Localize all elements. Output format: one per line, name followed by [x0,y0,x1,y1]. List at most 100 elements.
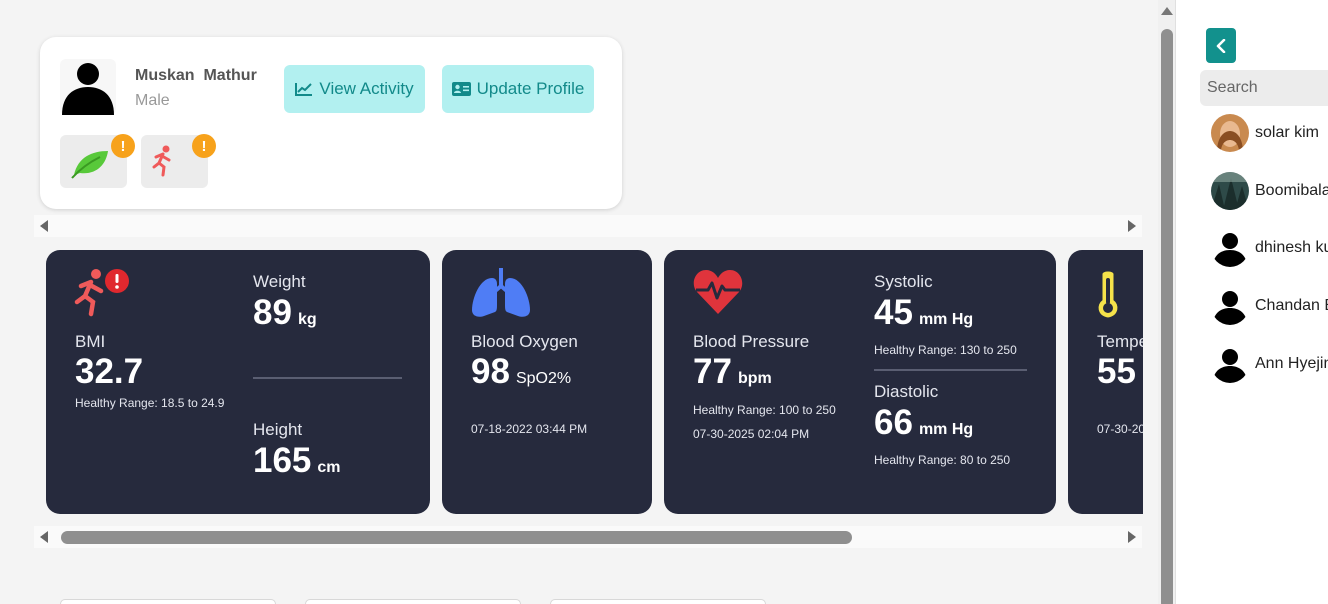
height-label: Height [253,420,303,439]
vertical-scroll-thumb[interactable] [1161,29,1173,604]
bmi-range: Healthy Range: 18.5 to 24.9 [75,396,225,410]
contact-item[interactable]: dhinesh kumar [1211,228,1328,268]
temperature-value: 55 [1097,352,1136,391]
blood-oxygen-timestamp: 07-18-2022 03:44 PM [471,422,588,436]
thermometer-icon [1097,270,1119,319]
blood-oxygen-unit: SpO2% [515,370,572,387]
warning-badge: ! [111,134,135,158]
systolic-reading: 45 mm Hg [874,293,973,333]
scroll-right-icon[interactable] [1128,220,1136,232]
update-profile-label: Update Profile [476,79,585,98]
height-unit: cm [317,459,341,476]
summary-card[interactable] [305,599,521,604]
carousel-scrollbar[interactable] [34,526,1142,548]
blood-pressure-card[interactable]: Blood Pressure 77 bpm Healthy Range: 100 … [664,250,1056,514]
diastolic-reading: 66 mm Hg [874,403,973,443]
contact-name: Chandan B [1255,297,1328,314]
photo-avatar-icon [1211,114,1249,152]
bmi-value: 32.7 [75,352,144,391]
diastolic-unit: mm Hg [918,421,974,438]
contact-item[interactable]: Chandan B [1211,286,1328,326]
temperature-timestamp: 07-30-2025 [1097,422,1143,436]
activity-status-tile[interactable]: ! [141,134,216,188]
blood-pressure-range: Healthy Range: 100 to 250 [693,403,836,417]
metrics-carousel: BMI 32.7 Healthy Range: 18.5 to 24.9 Wei… [34,244,1143,520]
contact-name: Boomibalan [1255,182,1328,199]
profile-name: Muskan Mathur [135,67,257,84]
user-avatar [60,59,116,115]
contacts-panel: solar kim Boomibalan dhinesh kumar [1176,0,1328,604]
systolic-value: 45 [874,293,913,332]
person-silhouette-icon [1213,291,1247,325]
person-silhouette-icon [1213,233,1247,267]
person-silhouette-icon [1213,349,1247,383]
contact-avatar [1211,172,1249,210]
weight-value: 89 [253,293,292,332]
runner-icon [152,145,171,177]
page-scrollbar[interactable] [1158,0,1176,604]
diastolic-value: 66 [874,403,913,442]
contact-avatar [1211,114,1249,152]
temperature-label: Temperature [1097,332,1143,351]
contact-name: dhinesh kumar [1255,239,1328,256]
alert-icon [105,269,129,293]
heart-pulse-icon [693,270,743,314]
blood-oxygen-reading: 98 SpO2% [471,352,571,392]
scroll-left-icon[interactable] [40,531,48,543]
blood-pressure-unit: bpm [737,370,772,387]
horizontal-scroll-thumb[interactable] [61,531,852,544]
blood-pressure-reading: 77 bpm [693,352,772,392]
temperature-card[interactable]: Temperature 55 07-30-2025 [1068,250,1143,514]
scroll-right-icon[interactable] [1128,531,1136,543]
scroll-left-icon[interactable] [40,220,48,232]
summary-card[interactable] [60,599,276,604]
diastolic-label: Diastolic [874,382,939,401]
collapse-panel-button[interactable] [1206,28,1236,63]
contact-avatar [1211,345,1249,383]
line-chart-icon [295,83,313,96]
blood-oxygen-label: Blood Oxygen [471,332,578,351]
photo-avatar-icon [1211,172,1249,210]
weight-reading: 89 kg [253,293,317,333]
divider [874,369,1027,371]
systolic-unit: mm Hg [918,311,974,328]
contact-name: Ann Hyejin [1255,355,1328,372]
systolic-label: Systolic [874,272,933,291]
contact-item[interactable]: Ann Hyejin [1211,344,1328,384]
warning-badge: ! [192,134,216,158]
summary-card[interactable] [550,599,766,604]
scroll-up-icon[interactable] [1161,7,1173,15]
weight-unit: kg [297,311,317,328]
height-reading: 165 cm [253,441,341,481]
divider [253,377,402,379]
blood-pressure-label: Blood Pressure [693,332,810,351]
blood-oxygen-card[interactable]: Blood Oxygen 98 SpO2% 07-18-2022 03:44 PM [442,250,652,514]
person-silhouette-icon [62,63,114,115]
nutrition-status-tile[interactable]: ! [60,134,135,188]
carousel-scroll-arrows [34,215,1142,237]
diastolic-range: Healthy Range: 80 to 250 [874,453,1011,467]
systolic-range: Healthy Range: 130 to 250 [874,343,1017,357]
search-input[interactable] [1200,70,1328,106]
contact-avatar [1211,287,1249,325]
blood-pressure-value: 77 [693,352,732,391]
id-card-icon [451,82,471,96]
leaf-icon [71,151,108,179]
weight-label: Weight [253,272,306,291]
height-value: 165 [253,441,312,480]
lungs-icon [472,268,530,317]
contact-item[interactable]: solar kim [1211,113,1328,153]
bmi-label: BMI [75,332,106,351]
contact-item[interactable]: Boomibalan [1211,171,1328,211]
runner-icon [74,269,104,317]
view-activity-button[interactable]: View Activity [284,65,425,113]
contact-name: solar kim [1255,124,1320,141]
view-activity-label: View Activity [319,79,414,98]
chevron-left-icon [1216,38,1226,53]
blood-pressure-timestamp: 07-30-2025 02:04 PM [693,427,810,441]
profile-gender: Male [135,92,170,109]
update-profile-button[interactable]: Update Profile [442,65,594,113]
bmi-card[interactable]: BMI 32.7 Healthy Range: 18.5 to 24.9 Wei… [46,250,430,514]
profile-card: Muskan Mathur Male View Activity Update … [40,37,622,209]
contact-avatar [1211,229,1249,267]
